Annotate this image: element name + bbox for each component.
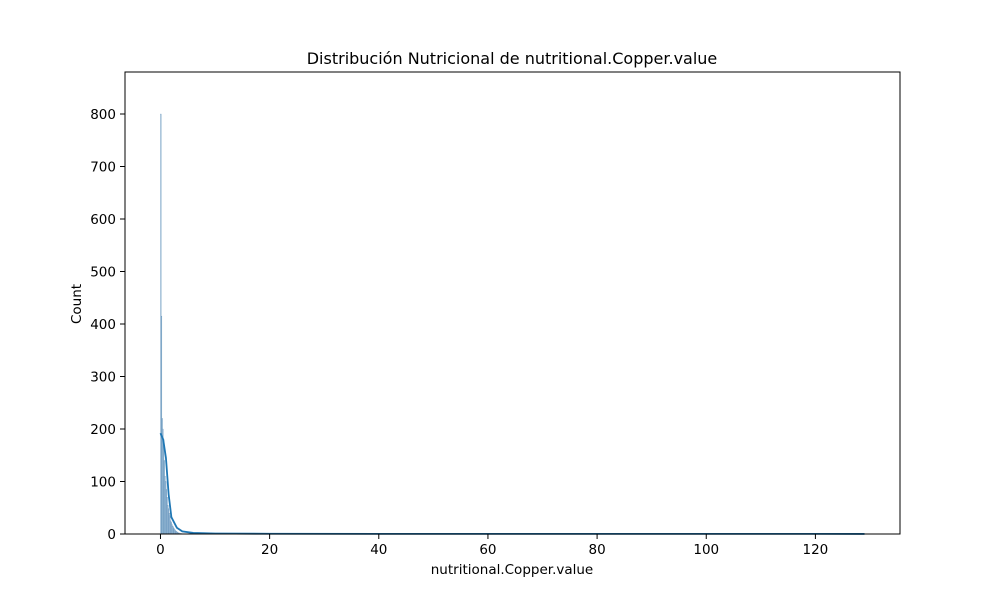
y-tick-label: 600 [90,212,116,228]
y-axis: 0 100 200 300 400 500 600 700 800 [90,107,125,543]
y-tick-label: 0 [107,527,116,543]
y-tick-label: 100 [90,475,116,491]
x-tick-label: 40 [370,542,387,558]
y-tick-label: 500 [90,265,116,281]
x-tick-label: 80 [589,542,606,558]
histogram-bars [160,113,182,535]
y-tick-label: 400 [90,317,116,333]
y-tick-label: 800 [90,107,116,123]
y-tick-label: 300 [90,370,116,386]
x-tick-label: 20 [261,542,278,558]
y-axis-label: Count [69,284,85,324]
y-tick-label: 200 [90,422,116,438]
x-tick-label: 60 [479,542,496,558]
x-tick-label: 0 [156,542,165,558]
x-tick-label: 100 [693,542,719,558]
x-tick-label: 120 [803,542,829,558]
kde-curve [159,432,865,535]
x-axis: 0 20 40 60 80 100 120 [156,534,828,558]
y-tick-label: 700 [90,160,116,176]
x-axis-label: nutritional.Copper.value [431,562,594,578]
plot-frame [124,71,901,535]
chart-title: Distribución Nutricional de nutritional.… [307,49,718,68]
